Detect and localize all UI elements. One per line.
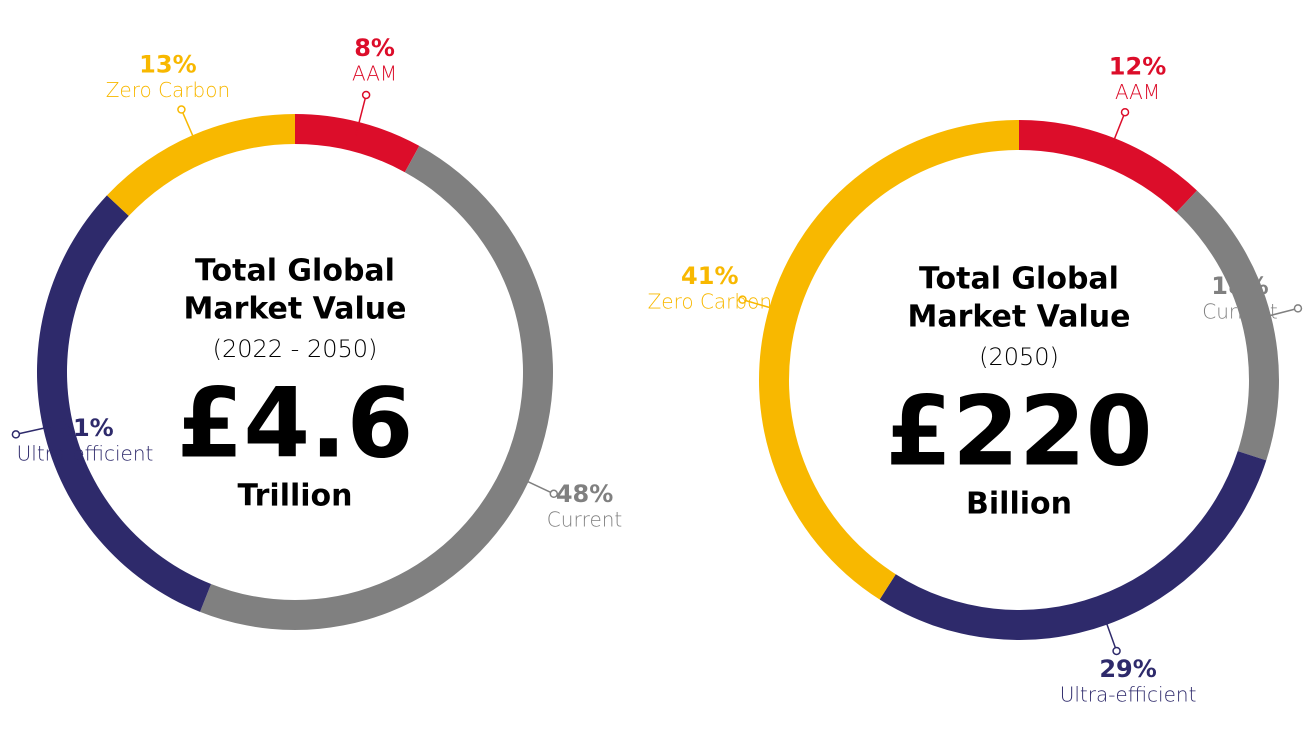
leader-line [1101,611,1118,652]
leader-line [515,475,555,495]
segment-name: Ultra-efficient [1060,682,1197,706]
segment-percent: 29% [1099,655,1156,683]
segment-percent: 13% [139,50,196,78]
center-unit: Billion [966,487,1072,522]
donut-segment [106,113,296,216]
leader-line [354,94,367,136]
donut-segment [1176,190,1279,461]
leader-line [180,109,199,149]
segment-percent: 48% [556,480,613,508]
segment-name: Zero Carbon [106,78,230,102]
segment-percent: 31% [56,414,113,442]
center-title: Total Global [919,262,1119,297]
center-subtitle: (2050) [979,343,1059,371]
segment-percent: 12% [1109,53,1166,81]
leader-dot [738,295,747,304]
donut-segment [295,114,420,173]
donut-segment [37,195,212,612]
segment-name: Ultra-efficient [17,441,154,465]
donut-segment [758,120,1019,600]
donut-segment [1019,120,1197,213]
leader-dot [177,105,186,114]
leader-line [1108,111,1126,152]
center-title: Market Value [908,300,1131,335]
center-subtitle: (2022 - 2050) [213,335,378,363]
leader-dot [11,430,21,439]
center-value: £4.6 [177,367,414,479]
segment-percent: 41% [681,262,738,290]
center-value: £220 [885,375,1152,487]
center-title: Market Value [184,292,407,327]
segment-name: Zero Carbon [648,290,772,314]
leader-line [15,424,58,436]
center-title: Total Global [195,254,395,289]
segment-name: AAM [1115,80,1160,104]
leader-dot [549,489,559,499]
center-unit: Trillion [237,479,352,514]
segment-name: AAM [352,62,397,86]
segment-percent: 8% [354,34,395,62]
leader-dot [1120,107,1130,117]
segment-name: Current [547,508,622,532]
donut-segment [879,451,1267,640]
leader-dot [1293,304,1303,313]
leader-line [742,298,783,313]
segment-percent: 18% [1211,272,1268,300]
segment-name: Current [1202,299,1277,323]
leader-dot [361,90,371,100]
leader-line [1257,307,1299,320]
leader-dot [1112,646,1121,656]
